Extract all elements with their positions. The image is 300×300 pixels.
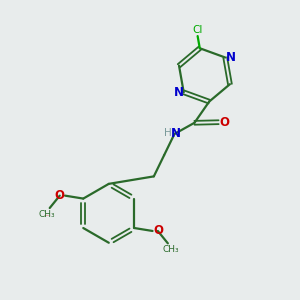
Text: O: O <box>54 189 64 202</box>
Text: N: N <box>173 86 183 99</box>
Text: N: N <box>171 128 181 140</box>
Text: O: O <box>153 224 164 238</box>
Text: N: N <box>226 51 236 64</box>
Text: methoxy: methoxy <box>45 215 51 216</box>
Text: Cl: Cl <box>192 25 203 34</box>
Text: CH₃: CH₃ <box>163 245 179 254</box>
Text: O: O <box>220 116 230 129</box>
Text: CH₃: CH₃ <box>38 210 55 219</box>
Text: H: H <box>164 128 172 137</box>
